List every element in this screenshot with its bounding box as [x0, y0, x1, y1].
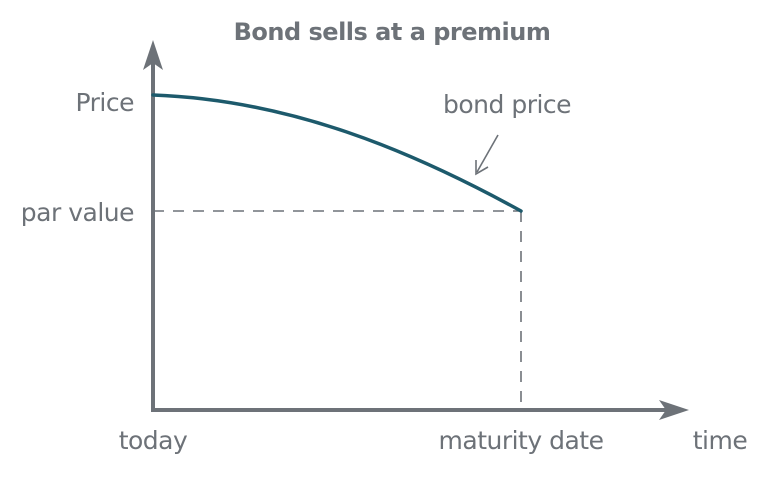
- pointer-arrow-head: [475, 160, 489, 176]
- x-label-maturity-date: maturity date: [439, 426, 604, 455]
- x-label-time: time: [693, 426, 748, 455]
- diagram-title: Bond sells at a premium: [234, 18, 551, 46]
- bond-price-annotation: bond price: [443, 90, 571, 119]
- y-label-price: Price: [76, 88, 135, 117]
- pointer-arrow-shaft: [476, 134, 499, 173]
- y-axis: [143, 40, 163, 410]
- x-label-today: today: [119, 426, 188, 455]
- y-label-par-value: par value: [21, 198, 134, 227]
- bond-price-curve: [151, 93, 523, 213]
- bond-price-pointer-arrow: [475, 134, 499, 176]
- x-axis: [151, 400, 689, 420]
- par-value-guides: [153, 210, 522, 410]
- y-axis-arrowhead: [143, 40, 163, 70]
- x-axis-arrowhead: [659, 400, 689, 420]
